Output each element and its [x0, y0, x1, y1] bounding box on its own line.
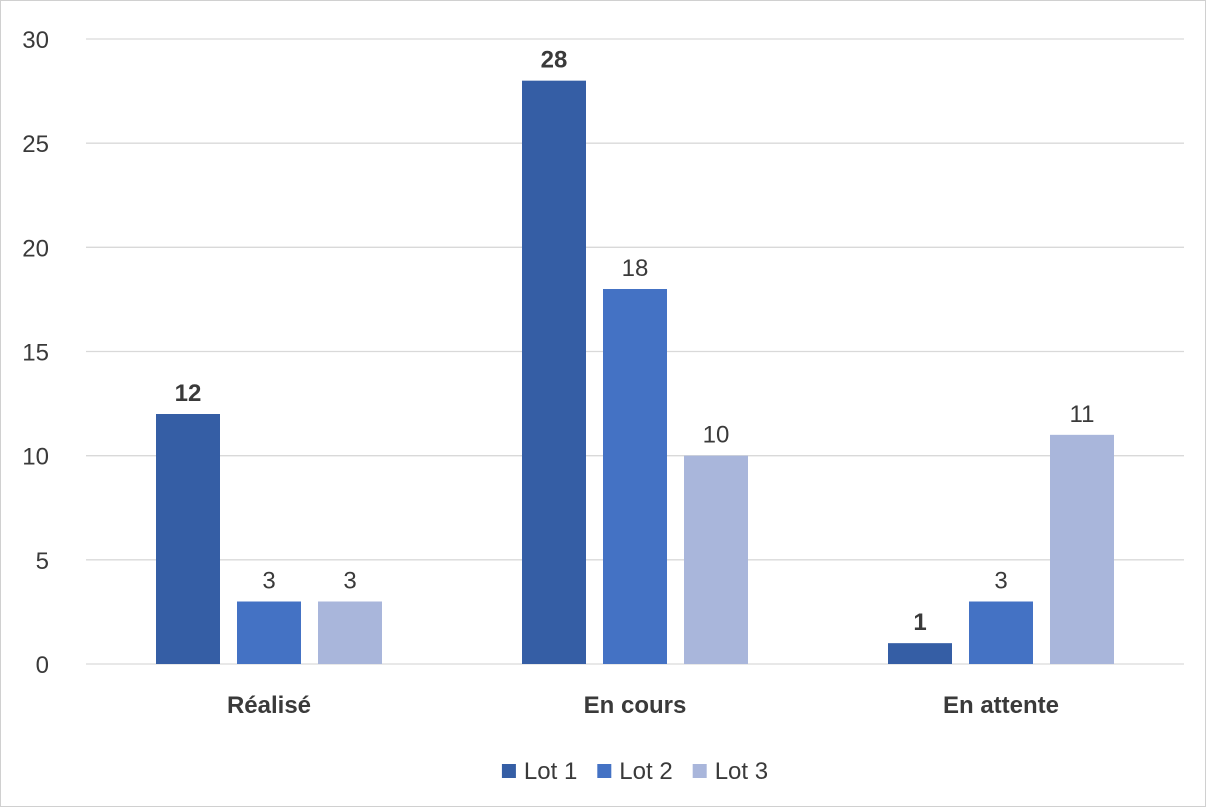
x-axis-category-labels: Réalisé En cours En attente	[227, 692, 1059, 719]
legend-label: Lot 1	[524, 758, 577, 785]
y-tick-label: 20	[22, 235, 49, 262]
data-label: 3	[343, 568, 356, 595]
legend-swatch	[597, 764, 612, 778]
legend-label: Lot 2	[619, 758, 672, 785]
bar-lot-2-2	[969, 601, 1033, 664]
bar-lot-2-0	[237, 601, 301, 664]
data-label: 28	[541, 47, 568, 74]
data-label: 3	[994, 568, 1007, 595]
y-tick-label: 30	[22, 27, 49, 54]
y-axis-tick-labels: 0 5 10 15 20 25 30	[22, 27, 49, 679]
data-label: 12	[175, 380, 202, 407]
y-tick-label: 15	[22, 340, 49, 367]
bar-lot-3-0	[318, 601, 382, 664]
data-label: 10	[703, 422, 730, 449]
y-tick-label: 0	[36, 652, 49, 679]
data-label: 1	[913, 609, 926, 636]
bar-lot-3-1	[684, 455, 748, 664]
category-label: En attente	[943, 692, 1059, 719]
legend: Lot 1 Lot 2 Lot 3	[501, 758, 768, 785]
y-tick-label: 10	[22, 444, 49, 471]
data-label: 3	[262, 568, 275, 595]
y-tick-label: 25	[22, 131, 49, 158]
data-label: 11	[1070, 401, 1095, 428]
bar-lot-2-1	[603, 289, 667, 664]
bars	[156, 80, 1114, 664]
bar-lot-1-0	[156, 414, 220, 664]
legend-swatch	[501, 764, 516, 778]
y-tick-label: 5	[36, 548, 49, 575]
legend-label: Lot 3	[715, 758, 768, 785]
bar-lot-1-1	[522, 80, 586, 664]
data-labels: 12 3 3 28 18 10 1 3 11	[175, 47, 1095, 637]
category-label: En cours	[584, 692, 687, 719]
bar-lot-1-2	[888, 643, 952, 664]
legend-swatch	[692, 764, 707, 778]
bar-lot-3-2	[1050, 434, 1114, 664]
data-label: 18	[622, 255, 649, 282]
category-label: Réalisé	[227, 692, 311, 719]
